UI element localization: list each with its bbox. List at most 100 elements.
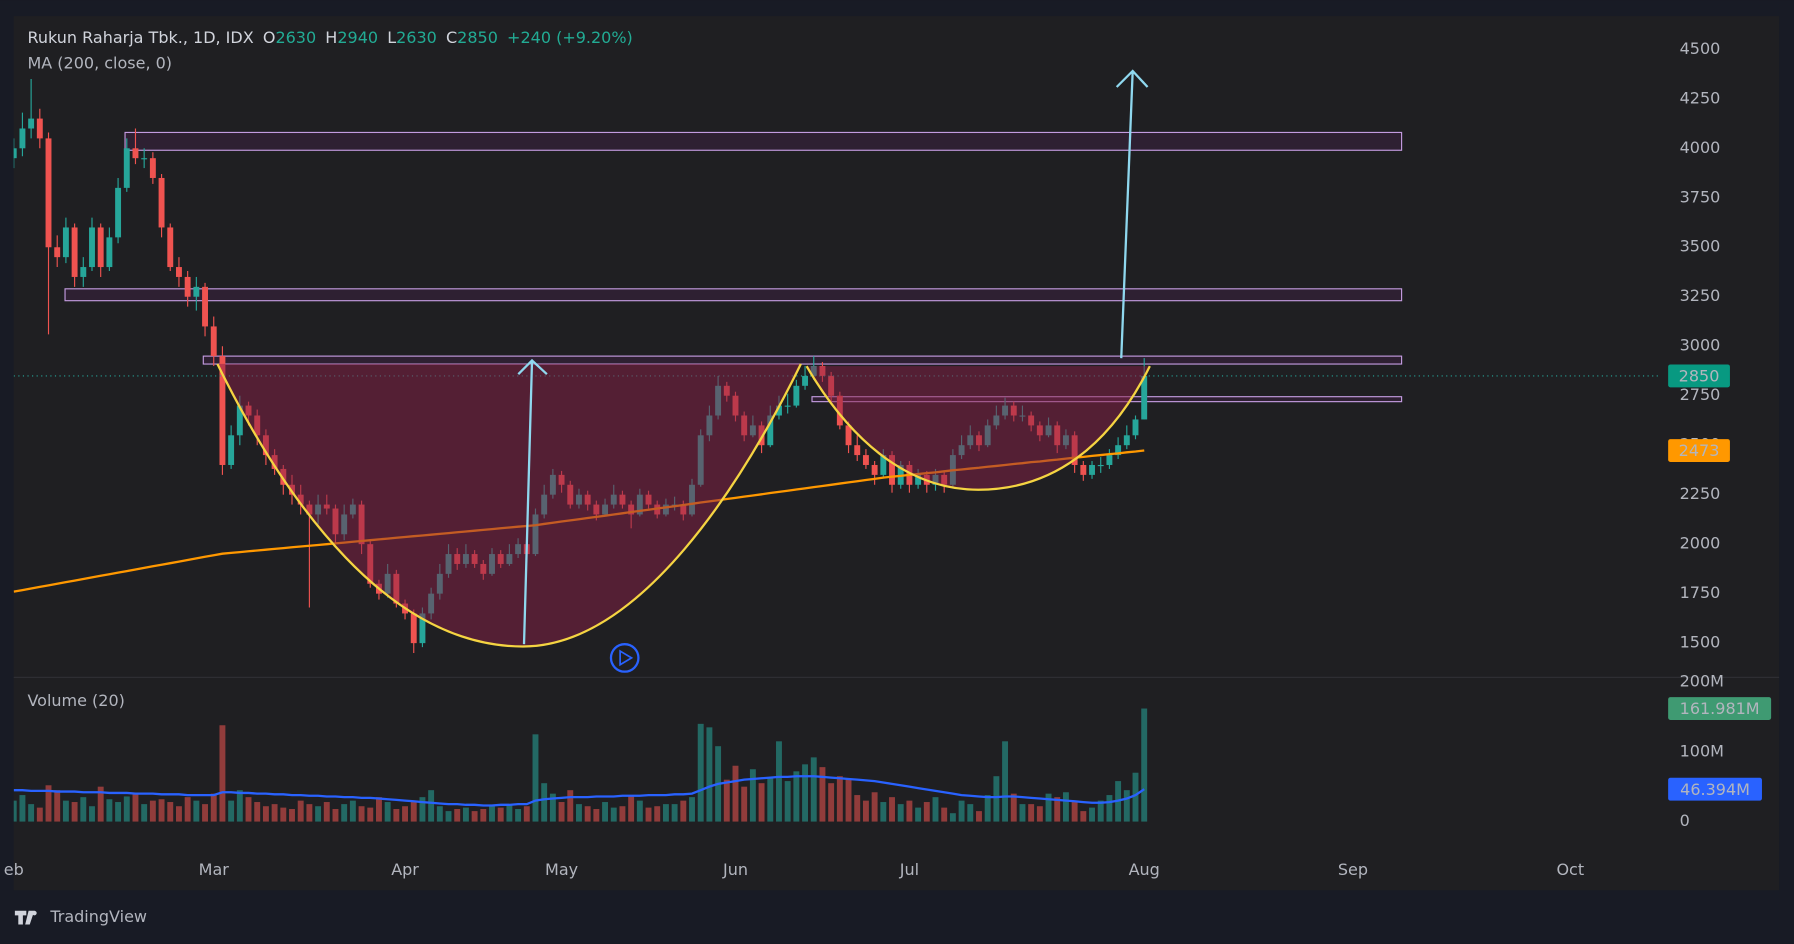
target-arrow: [1115, 69, 1149, 359]
candle-body: [784, 405, 791, 407]
x-tick-label: Sep: [1338, 860, 1368, 879]
candle-body: [175, 267, 182, 277]
candle-body: [89, 227, 95, 268]
candle-body: [13, 148, 17, 159]
volume-bar: [141, 804, 148, 822]
x-tick-label: Apr: [391, 860, 419, 879]
candle-body: [862, 455, 869, 465]
volume-bar: [645, 807, 652, 822]
volume-ma-label: 46.394M: [1680, 780, 1750, 799]
volume-bar: [784, 781, 791, 822]
event-icon-glyph: [619, 649, 634, 667]
volume-bar: [854, 795, 861, 822]
volume-bar: [793, 771, 800, 822]
volume-bar: [993, 776, 1000, 822]
volume-bar: [976, 811, 982, 822]
candle-body: [115, 187, 122, 238]
x-tick-label: Aug: [1129, 860, 1160, 879]
x-tick-label: Jun: [722, 860, 748, 879]
volume-bar: [1097, 800, 1104, 822]
volume-bar: [219, 725, 226, 822]
volume-bar: [115, 802, 122, 822]
volume-bar: [1010, 793, 1017, 822]
brand: TradingView: [49, 907, 147, 926]
volume-bar: [193, 800, 200, 822]
y-tick-label: 3750: [1680, 187, 1721, 206]
volume-bar: [1054, 797, 1061, 822]
volume-bar: [132, 793, 139, 822]
volume-bar: [71, 802, 78, 822]
volume-bar: [810, 757, 817, 822]
volume-bar: [402, 806, 409, 822]
candle-body: [36, 118, 43, 139]
volume-bar: [680, 800, 687, 822]
volume-bar: [610, 807, 617, 822]
last-volume-label: 161.981M: [1680, 699, 1760, 718]
ohlc-key: H: [325, 27, 337, 46]
volume-bar: [489, 806, 495, 822]
candle-body: [854, 445, 861, 456]
volume-bar: [1002, 741, 1009, 822]
y-tick-label: 4250: [1680, 88, 1721, 107]
volume-bar: [862, 800, 869, 822]
x-tick-label: Jul: [899, 860, 919, 879]
volume-bar: [1106, 795, 1113, 822]
ma-value-label-box: [1668, 439, 1730, 462]
volume-bar: [210, 793, 217, 822]
candle-body: [202, 286, 208, 327]
candle-body: [871, 464, 878, 475]
volume-bar: [445, 811, 452, 822]
volume-bar: [13, 800, 17, 822]
volume-label: Volume (20): [27, 691, 124, 710]
volume-bar: [428, 790, 435, 822]
candle-body: [228, 435, 235, 465]
volume-bar: [315, 806, 322, 822]
volume-bar: [628, 795, 635, 822]
candle-body: [106, 237, 113, 268]
change: +240 (+9.20%): [507, 27, 633, 46]
cup-outline: [216, 363, 802, 648]
volume-bar: [558, 802, 565, 822]
volume-bar: [228, 800, 235, 822]
volume-bar: [758, 783, 765, 822]
volume-bar: [36, 807, 43, 822]
volume-bar: [167, 802, 174, 822]
volume-bar: [1062, 792, 1069, 822]
candle-body: [1106, 455, 1113, 465]
ma-value-label: 2473: [1679, 441, 1720, 460]
volume-bar: [523, 806, 530, 822]
volume-bar: [1080, 811, 1087, 822]
ohlc-key: C: [446, 27, 457, 46]
candle-body: [28, 118, 35, 129]
x-tick-label: eb: [4, 860, 24, 879]
volume-bar: [697, 723, 704, 822]
brand-logo: [14, 910, 37, 925]
ohlc-value: 2850: [457, 27, 498, 46]
volume-bar: [532, 734, 539, 822]
ohlc-value: 2940: [337, 27, 378, 46]
cup-handle-pattern: [216, 69, 1151, 648]
cup-fill: [217, 363, 801, 647]
volume-bar: [889, 797, 895, 822]
volume-bar: [828, 783, 835, 822]
volume-bar: [62, 800, 69, 822]
candle-body: [776, 405, 782, 416]
volume-bar: [497, 807, 504, 822]
volume-bar: [1028, 804, 1035, 822]
candle-body: [141, 158, 148, 160]
handle-outline: [805, 365, 1151, 491]
candle-body: [793, 385, 800, 406]
volume-bar: [923, 802, 930, 822]
volume-bar: [549, 793, 556, 822]
candle-body: [419, 613, 426, 644]
volume-bar: [602, 802, 609, 822]
volume-bar: [28, 804, 35, 822]
volume-bar: [515, 809, 522, 822]
volume-bar: [1071, 802, 1078, 822]
candle-body: [1141, 375, 1148, 420]
candle-body: [62, 227, 69, 258]
event-icon[interactable]: [609, 643, 640, 673]
volume-bar: [45, 785, 52, 822]
volume-bar: [332, 809, 339, 822]
